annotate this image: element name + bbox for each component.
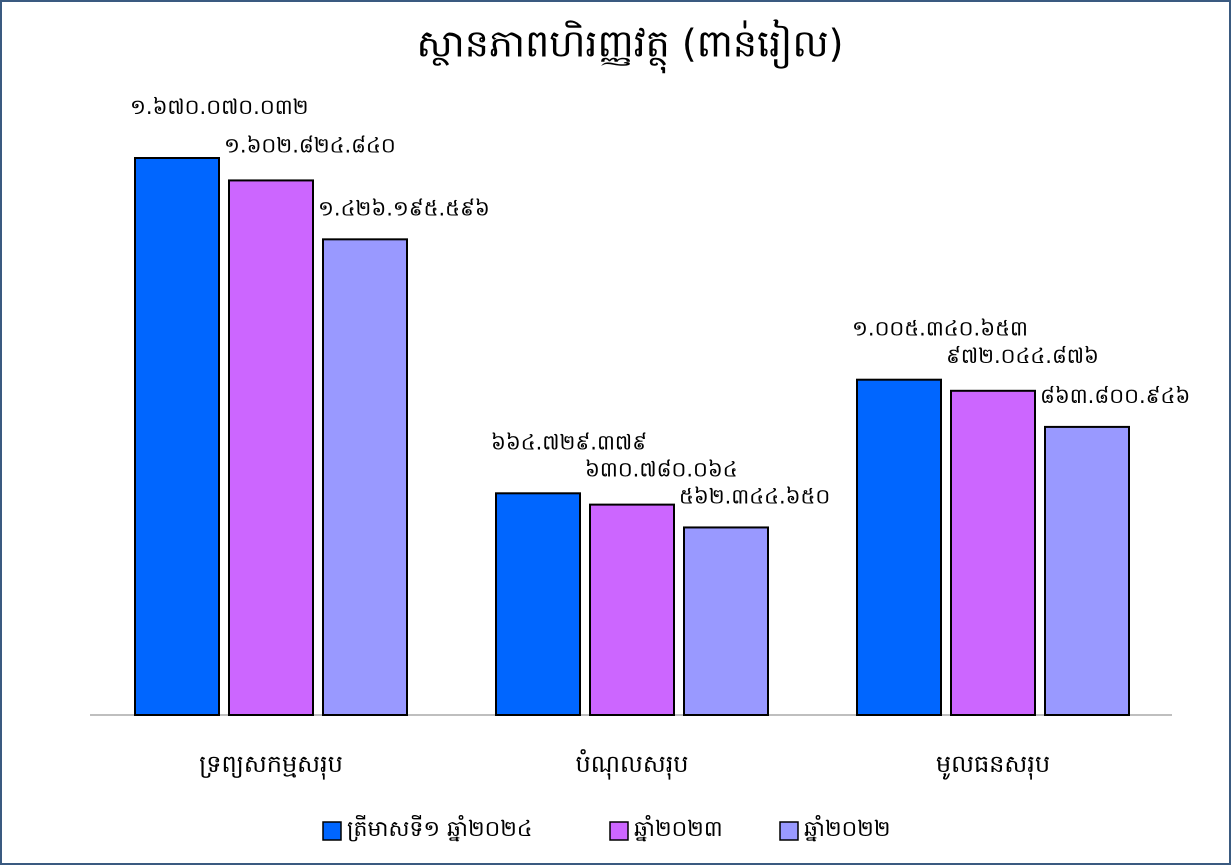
value-label: ១.៦០២.៨២៤.៨៤០ (224, 133, 396, 157)
bar (683, 526, 769, 716)
value-label: ៥៦២.៣៤៤.៦៥០ (679, 484, 830, 508)
value-label: ១.០០៥.៣៤០.៦៥៣ (852, 317, 1028, 341)
x-tick-label: មូលធនសរុប (936, 750, 1050, 780)
legend-label: ឆ្នាំ២០២៣ (634, 815, 723, 842)
bar (1044, 425, 1130, 716)
value-label: ១.៦៧០.០៧០.០៣២ (130, 95, 309, 119)
bar (589, 503, 675, 716)
value-label: ៦៦៤.៧២៩.៣៧៩ (491, 430, 647, 454)
legend-swatch (609, 821, 629, 841)
bar (495, 492, 581, 717)
bar (950, 389, 1036, 716)
x-tick-label: បំណុលសរុប (575, 749, 688, 780)
bar (856, 378, 942, 716)
chart-title: ស្ថានភាពហិរញ្ញវត្ថុ (ពាន់រៀល) (417, 19, 844, 74)
legend-label: ត្រីមាសទី១ ឆ្នាំ២០២៤ (347, 815, 532, 842)
bar (322, 238, 408, 717)
value-label: ៨៦៣.៨០០.៩៤៦ (1040, 384, 1190, 408)
bar (134, 157, 220, 716)
value-label: ៩៧២.០៤៤.៨៧៦ (946, 344, 1099, 368)
x-tick-label: ទ្រព្យសកម្មសរុប (199, 750, 343, 780)
legend-label: ឆ្នាំ២០២២ (804, 815, 890, 842)
bar (228, 179, 314, 716)
value-label: ៦៣០.៧៨០.០៦៤ (585, 458, 738, 482)
value-label: ១.៤២៦.១៩៥.៥៩៦ (318, 196, 490, 220)
legend-swatch (779, 821, 799, 841)
legend-swatch (322, 821, 342, 841)
